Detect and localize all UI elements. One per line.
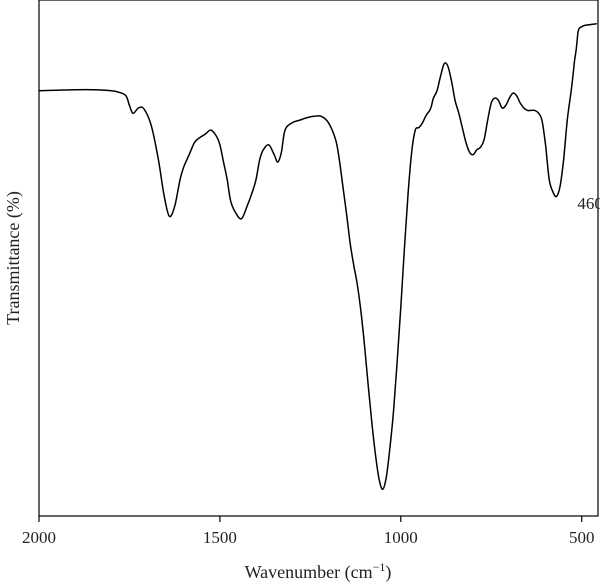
x-tick-label-1000: 1000 [384,528,418,547]
x-axis-ticks [38,516,583,522]
plot-frame [38,0,599,517]
chart-annotations: 460 [577,194,600,213]
x-tick-label-2000: 2000 [22,528,56,547]
series-line-spectrum [38,23,597,490]
x-axis-title-superscript: −1 [373,560,386,574]
x-axis-title-main: Wavenumber (cm [245,562,373,583]
x-tick-label-1500: 1500 [203,528,237,547]
x-axis-title-close: ) [385,562,391,583]
x-axis-tick-labels: 2000 1500 1000 500 [22,528,594,547]
annotation-label-460: 460 [577,194,600,213]
y-axis-title: Transmittance (%) [3,191,24,325]
x-axis-title: Wavenumber (cm−1) [245,560,392,583]
x-tick-label-500: 500 [569,528,595,547]
